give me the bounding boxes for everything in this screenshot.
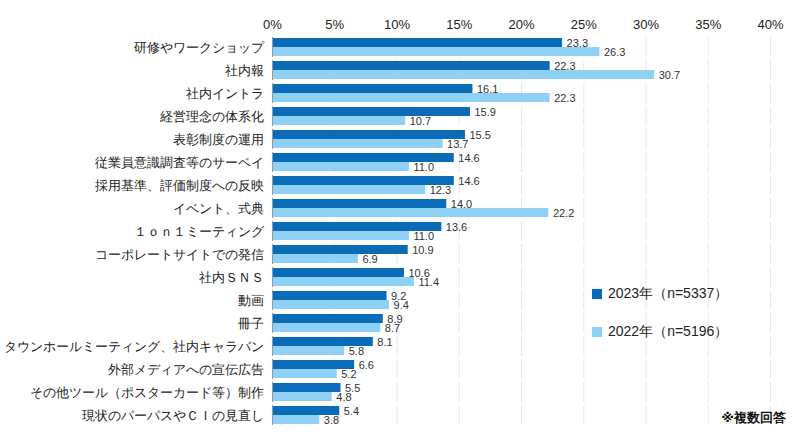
svg-text:表彰制度の運用: 表彰制度の運用 — [173, 132, 264, 147]
svg-text:23.3: 23.3 — [567, 37, 588, 49]
svg-text:8.7: 8.7 — [385, 322, 400, 334]
html-text:2023年（n=5337）: 2023年（n=5337） — [608, 285, 729, 301]
svg-text:15.9: 15.9 — [474, 106, 495, 118]
svg-text:20%: 20% — [508, 17, 534, 32]
svg-text:動画: 動画 — [238, 293, 264, 308]
svg-text:その他ツール（ポスターカード等）制作: その他ツール（ポスターカード等）制作 — [30, 385, 264, 400]
svg-text:30.7: 30.7 — [659, 69, 680, 81]
svg-text:5.2: 5.2 — [341, 368, 356, 380]
svg-text:40%: 40% — [757, 17, 783, 32]
svg-text:社内ＳＮＳ: 社内ＳＮＳ — [199, 270, 264, 285]
svg-text:22.3: 22.3 — [554, 92, 575, 104]
svg-text:従業員意識調査等のサーベイ: 従業員意識調査等のサーベイ — [95, 155, 264, 170]
svg-text:11.0: 11.0 — [413, 161, 434, 173]
svg-text:社内イントラ: 社内イントラ — [186, 86, 264, 101]
svg-text:コーポレートサイトでの発信: コーポレートサイトでの発信 — [95, 247, 264, 262]
svg-text:イベント、式典: イベント、式典 — [173, 201, 264, 216]
svg-text:4.8: 4.8 — [336, 391, 351, 403]
svg-text:5.5: 5.5 — [345, 381, 361, 394]
html-text:※複数回答: ※複数回答 — [721, 410, 786, 425]
svg-text:10.7: 10.7 — [410, 115, 431, 127]
svg-text:13.6: 13.6 — [446, 221, 467, 233]
svg-text:6.6: 6.6 — [359, 359, 374, 371]
svg-text:8.9: 8.9 — [387, 312, 403, 325]
svg-text:15.5: 15.5 — [469, 129, 490, 141]
svg-text:9.2: 9.2 — [391, 289, 407, 302]
svg-text:11.0: 11.0 — [413, 230, 434, 242]
svg-text:16.1: 16.1 — [477, 83, 498, 95]
svg-text:9.4: 9.4 — [394, 299, 409, 311]
svg-text:15%: 15% — [446, 17, 472, 32]
svg-text:0%: 0% — [263, 17, 282, 32]
svg-text:１ｏｎ１ミーティング: １ｏｎ１ミーティング — [134, 224, 265, 239]
svg-text:経営理念の体系化: 経営理念の体系化 — [159, 109, 264, 124]
svg-text:25%: 25% — [571, 17, 597, 32]
svg-text:14.6: 14.6 — [458, 152, 479, 164]
svg-text:タウンホールミーティング、社内キャラバン: タウンホールミーティング、社内キャラバン — [4, 339, 264, 354]
svg-text:外部メディアへの宣伝広告: 外部メディアへの宣伝広告 — [108, 362, 264, 377]
html-text:2022年（n=5196）: 2022年（n=5196） — [608, 323, 729, 339]
svg-text:採用基準、評価制度への反映: 採用基準、評価制度への反映 — [95, 178, 264, 193]
svg-text:11.4: 11.4 — [418, 276, 439, 288]
svg-text:30%: 30% — [633, 17, 659, 32]
svg-text:22.3: 22.3 — [554, 60, 575, 72]
svg-text:5.4: 5.4 — [344, 405, 359, 417]
svg-text:13.7: 13.7 — [447, 138, 468, 150]
svg-text:6.9: 6.9 — [362, 253, 377, 265]
svg-text:研修やワークショップ: 研修やワークショップ — [134, 40, 265, 55]
svg-text:8.1: 8.1 — [377, 336, 392, 348]
svg-text:3.8: 3.8 — [324, 414, 339, 426]
svg-text:社内報: 社内報 — [225, 63, 264, 78]
svg-text:現状のパーパスやＣＩの見直し: 現状のパーパスやＣＩの見直し — [82, 408, 264, 423]
svg-text:14.6: 14.6 — [458, 175, 479, 187]
svg-text:10.9: 10.9 — [412, 244, 433, 256]
svg-text:22.2: 22.2 — [553, 207, 574, 219]
svg-text:5%: 5% — [325, 17, 344, 32]
svg-text:10.6: 10.6 — [408, 266, 430, 279]
svg-text:10%: 10% — [384, 17, 410, 32]
svg-text:26.3: 26.3 — [604, 46, 625, 58]
svg-text:35%: 35% — [695, 17, 721, 32]
svg-text:12.3: 12.3 — [430, 184, 451, 196]
svg-text:冊子: 冊子 — [238, 316, 264, 331]
svg-text:14.0: 14.0 — [451, 198, 472, 210]
svg-text:5.8: 5.8 — [349, 345, 364, 357]
